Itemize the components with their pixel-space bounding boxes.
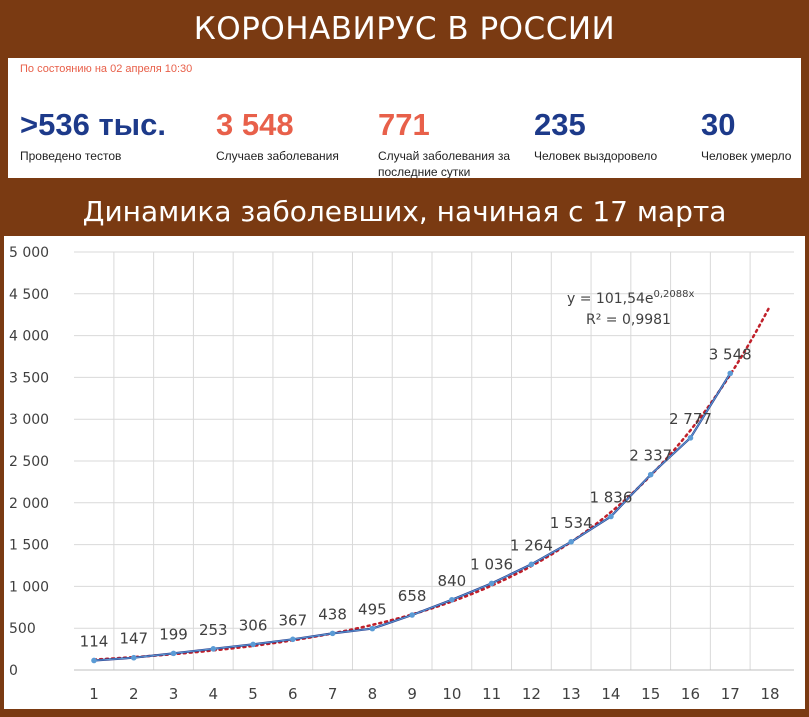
data-point xyxy=(727,370,734,377)
data-label: 114 xyxy=(80,632,109,650)
cases-line-chart: 0 500 1 000 1 500 2 000 2 500 3 000 3 500 4 000 4… xyxy=(9,245,794,703)
stat-tests-value: >536 тыс. xyxy=(20,107,166,142)
y-tick-label: 1 000 xyxy=(9,579,49,595)
data-point xyxy=(449,596,455,603)
data-label: 840 xyxy=(438,572,467,590)
stats-panel: По состоянию на 02 апреля 10:30 >536 тыс… xyxy=(8,58,801,178)
stat-recovered-value: 235 xyxy=(534,107,586,142)
data-label: 3 548 xyxy=(709,345,752,363)
x-tick-label: 7 xyxy=(328,685,338,703)
data-label: 1 534 xyxy=(550,514,593,532)
data-point xyxy=(687,435,694,441)
stat-deaths-value: 30 xyxy=(701,107,736,142)
x-tick-label: 14 xyxy=(601,685,620,703)
data-label: 1 036 xyxy=(470,555,513,573)
stat-tests: >536 тыс. Проведено тестов xyxy=(20,108,166,164)
x-tick-label: 10 xyxy=(442,685,461,703)
x-tick-label: 17 xyxy=(721,685,740,703)
y-tick-label: 500 xyxy=(9,621,36,637)
y-tick-label: 3 000 xyxy=(9,412,49,428)
y-tick-label: 2 000 xyxy=(9,496,49,512)
x-tick-label: 13 xyxy=(562,685,581,703)
axis-labels: 0 500 1 000 1 500 2 000 2 500 3 000 3 500 4 000 4… xyxy=(9,245,780,703)
data-label: 306 xyxy=(239,616,268,634)
y-tick-label: 0 xyxy=(9,663,18,679)
stat-daily-cases-label: Случай заболевания за последние сутки xyxy=(378,149,511,178)
data-point xyxy=(170,650,177,657)
data-label: 1 836 xyxy=(589,489,632,507)
stat-cases-value: 3 548 xyxy=(216,107,294,142)
x-tick-label: 8 xyxy=(368,685,378,703)
data-point xyxy=(647,471,654,478)
data-label: 2 337 xyxy=(629,447,672,465)
x-tick-label: 2 xyxy=(129,685,139,703)
data-label: 1 264 xyxy=(510,536,553,554)
x-tick-label: 5 xyxy=(248,685,258,703)
x-tick-label: 3 xyxy=(169,685,179,703)
data-point xyxy=(130,654,137,661)
grid xyxy=(74,251,794,671)
data-label: 438 xyxy=(318,605,347,623)
data-label: 199 xyxy=(159,625,188,643)
data-point xyxy=(568,538,574,545)
stat-recovered: 235 Человек выздоровело xyxy=(534,108,657,164)
data-label: 367 xyxy=(279,611,308,629)
chart-section-title: Динамика заболевших, начиная с 17 марта xyxy=(82,195,727,228)
y-tick-label: 5 000 xyxy=(9,245,49,261)
data-point xyxy=(409,612,415,618)
data-label: 495 xyxy=(358,601,387,619)
y-tick-label: 4 500 xyxy=(9,287,49,303)
trend-equation: y = 101,54e0,2088x R² = 0,9981 xyxy=(567,289,695,328)
data-point xyxy=(210,646,217,652)
stat-daily-cases: 771 Случай заболевания за последние сутк… xyxy=(378,107,518,179)
x-tick-label: 16 xyxy=(681,685,700,703)
y-tick-label: 2 500 xyxy=(9,454,49,470)
data-point xyxy=(488,580,495,587)
data-point xyxy=(369,625,376,632)
data-label: 253 xyxy=(199,621,228,639)
x-tick-label: 15 xyxy=(641,685,660,703)
stat-deaths-label: Человек умерло xyxy=(701,149,792,163)
stat-cases-label: Случаев заболевания xyxy=(216,149,339,163)
data-point xyxy=(250,641,256,648)
main-title: КОРОНАВИРУС В РОССИИ xyxy=(193,11,616,47)
x-tick-label: 18 xyxy=(760,685,779,703)
data-point xyxy=(91,657,97,664)
data-point xyxy=(608,513,614,520)
data-label: 658 xyxy=(398,587,427,605)
stat-recovered-label: Человек выздоровело xyxy=(534,149,658,163)
x-tick-label: 4 xyxy=(209,685,219,703)
y-tick-label: 4 000 xyxy=(9,329,49,345)
stat-tests-label: Проведено тестов xyxy=(20,149,122,163)
trend-equation-prefix: y = 101,54e xyxy=(567,291,654,307)
stat-cases: 3 548 Случаев заболевания xyxy=(216,108,339,164)
y-tick-label: 1 500 xyxy=(9,538,49,554)
x-tick-label: 1 xyxy=(89,685,99,703)
trend-r2-text: R² = 0,9981 xyxy=(586,312,671,328)
stat-deaths: 30 Человек умерло xyxy=(701,108,791,164)
chart-panel: 0 500 1 000 1 500 2 000 2 500 3 000 3 500 4 000 4… xyxy=(4,236,805,709)
data-point xyxy=(528,561,535,568)
data-label: 2 777 xyxy=(669,410,712,428)
x-tick-label: 12 xyxy=(522,685,541,703)
as-of-date: По состоянию на 02 апреля 10:30 xyxy=(20,63,193,75)
x-tick-label: 6 xyxy=(288,685,298,703)
data-label: 147 xyxy=(119,630,148,648)
x-tick-label: 11 xyxy=(482,685,501,703)
y-tick-label: 3 500 xyxy=(9,370,49,386)
stat-daily-cases-value: 771 xyxy=(378,107,430,142)
trend-equation-text: y = 101,54e0,2088x xyxy=(567,289,695,307)
data-point xyxy=(290,636,296,643)
data-point xyxy=(329,630,336,637)
trend-equation-exponent: 0,2088x xyxy=(654,289,695,300)
series-layer xyxy=(91,370,734,664)
x-tick-label: 9 xyxy=(407,685,417,703)
